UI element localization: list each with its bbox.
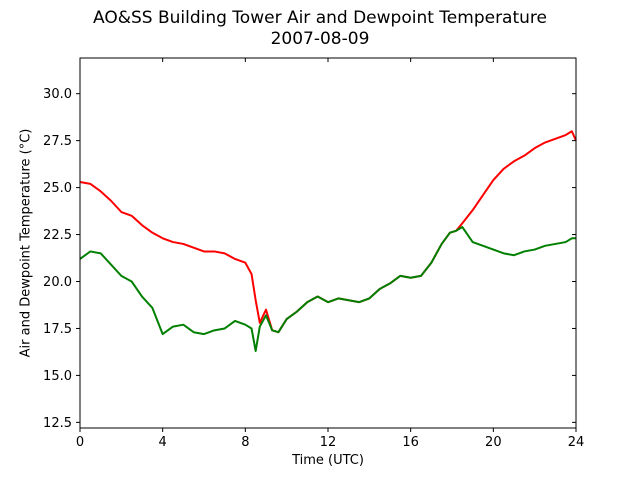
x-tick-label-1: 4 (159, 435, 167, 450)
chart-subtitle: 2007-08-09 (270, 29, 370, 49)
x-tick-label-3: 12 (320, 435, 337, 450)
series-line-1 (79, 226, 576, 352)
axes-layer: 0 4 8 12 16 20 24 12.5 15.0 17.5 20.0 22.5 25.0 27.5 3… (43, 58, 584, 450)
y-tick-label-4: 22.5 (43, 228, 72, 243)
y-tick-label-6: 27.5 (43, 134, 72, 149)
y-tick-label-2: 17.5 (43, 322, 72, 337)
series-layer (79, 130, 577, 352)
y-tick-label-1: 15.0 (43, 369, 72, 384)
x-axis-label: Time (UTC) (292, 453, 364, 468)
x-tick-label-5: 20 (485, 435, 502, 450)
x-tick-label-0: 0 (76, 435, 84, 450)
y-tick-label-7: 30.0 (43, 87, 72, 102)
x-tick-label-2: 8 (241, 435, 249, 450)
x-tick-label-4: 16 (402, 435, 419, 450)
chart-title: AO&SS Building Tower Air and Dewpoint Te… (92, 8, 547, 28)
y-tick-label-0: 12.5 (43, 416, 72, 431)
plot-frame (79, 57, 577, 429)
y-tick-label-5: 25.0 (43, 181, 72, 196)
y-tick-label-3: 20.0 (43, 275, 72, 290)
y-axis-label: Air and Dewpoint Temperature (°C) (18, 128, 34, 358)
x-tick-label-6: 24 (568, 435, 585, 450)
